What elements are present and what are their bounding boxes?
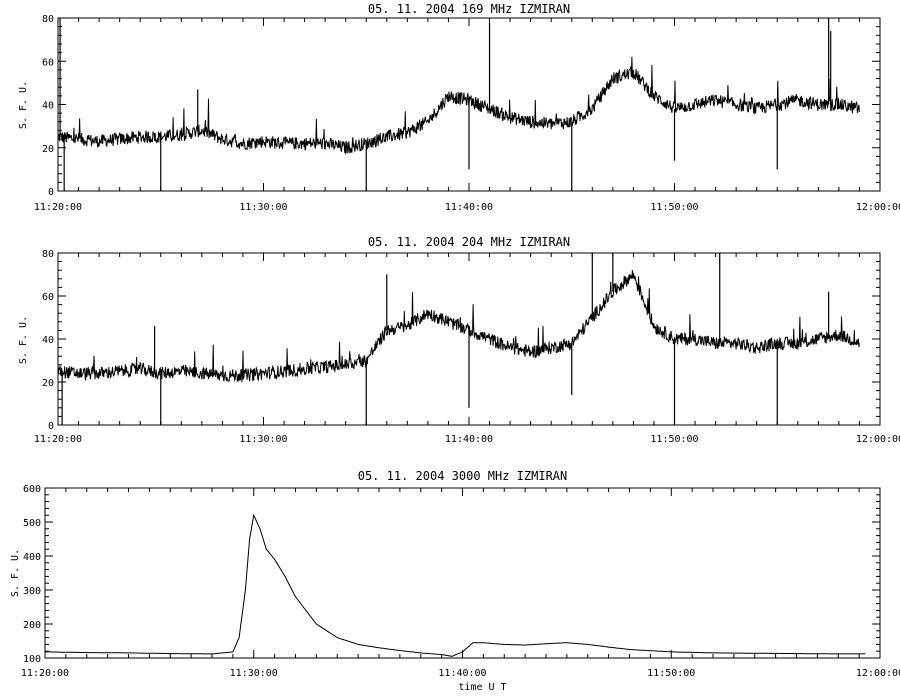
x-tick-label: 11:30:00 [239, 434, 287, 445]
x-tick-label: 12:00:00 [856, 434, 900, 445]
x-tick-label: 11:20:00 [34, 202, 82, 213]
y-tick-label: 80 [42, 14, 54, 25]
chart-title: 05. 11. 2004 169 MHz IZMIRAN [368, 2, 570, 16]
y-tick-label: 600 [23, 484, 41, 495]
x-tick-label: 11:50:00 [650, 434, 698, 445]
x-tick-label: 11:30:00 [239, 202, 287, 213]
y-axis-label: S. F. U. [18, 81, 29, 129]
chart-panel-204mhz: 05. 11. 2004 204 MHz IZMIRAN S. F. U. 11:2… [18, 235, 900, 445]
y-tick-label: 0 [48, 421, 54, 432]
x-tick-label: 11:50:00 [647, 668, 695, 679]
chart-panel-169mhz: 05. 11. 2004 169 MHz IZMIRAN S. F. U. 11:2… [18, 2, 900, 213]
chart-title: 05. 11. 2004 3000 MHz IZMIRAN [358, 469, 568, 483]
y-tick-label: 60 [42, 292, 54, 303]
y-tick-label: 80 [42, 249, 54, 260]
series-line [45, 513, 866, 657]
x-axis-label: time U T [458, 682, 506, 693]
y-tick-label: 200 [23, 620, 41, 631]
series-line [57, 56, 860, 155]
plot-frame [44, 487, 881, 659]
y-tick-label: 0 [48, 187, 54, 198]
y-tick-label: 40 [42, 335, 54, 346]
x-tick-label: 11:20:00 [21, 668, 69, 679]
y-tick-label: 300 [23, 586, 41, 597]
y-axis-label: S. F. U. [18, 316, 29, 364]
x-tick-label: 11:40:00 [445, 434, 493, 445]
x-tick-label: 11:40:00 [438, 668, 486, 679]
x-tick-label: 11:40:00 [445, 202, 493, 213]
x-tick-label: 12:00:00 [856, 202, 900, 213]
y-tick-label: 100 [23, 654, 41, 665]
series-line [57, 270, 860, 383]
y-tick-label: 400 [23, 552, 41, 563]
y-axis-label: S. F. U. [10, 549, 21, 597]
x-tick-label: 12:00:00 [856, 668, 900, 679]
chart-title: 05. 11. 2004 204 MHz IZMIRAN [368, 235, 570, 249]
x-tick-label: 11:30:00 [230, 668, 278, 679]
chart-panel-3000mhz: 05. 11. 2004 3000 MHz IZMIRAN S. F. U. 11:… [10, 469, 900, 693]
y-tick-label: 40 [42, 101, 54, 112]
x-tick-label: 11:20:00 [34, 434, 82, 445]
y-tick-label: 20 [42, 378, 54, 389]
y-tick-label: 500 [23, 518, 41, 529]
y-tick-label: 20 [42, 144, 54, 155]
x-tick-label: 11:50:00 [650, 202, 698, 213]
y-tick-label: 60 [42, 57, 54, 68]
